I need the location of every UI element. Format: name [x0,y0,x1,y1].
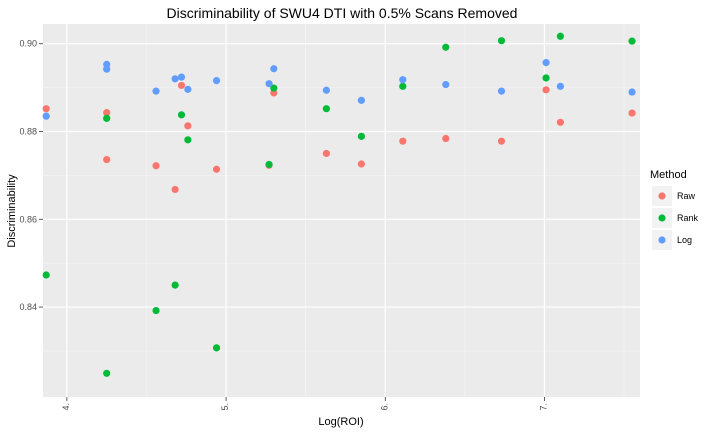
point-raw [357,160,365,168]
point-raw [184,122,192,130]
point-raw [628,109,636,117]
x-axis-title: Log(ROI) [318,416,363,428]
point-raw [152,162,160,170]
legend: Method Raw Rank Log [650,169,699,250]
point-rank [103,369,111,377]
major-grid [43,24,640,397]
point-log [270,65,278,73]
point-rank [322,105,330,113]
point-raw [103,109,111,117]
point-rank [497,37,506,45]
y-tick-label: 0.84 [19,302,37,312]
chart-title: Discriminability of SWU4 DTI with 0.5% S… [167,5,518,21]
point-log [212,77,221,85]
point-raw [497,137,506,145]
point-rank [628,37,636,45]
point-log [103,65,111,73]
data-points [42,32,636,377]
point-rank [399,82,407,90]
x-tick-label: 7. [538,403,548,411]
point-log [265,80,273,88]
x-tick-label: 4. [61,403,71,411]
point-raw [103,155,111,164]
legend-items: Raw Rank Log [652,186,699,250]
point-log [171,75,179,83]
point-rank [357,132,365,140]
point-log [152,87,160,95]
legend-swatch-log [658,236,666,244]
plot-panel [43,24,640,397]
point-raw [212,165,221,173]
point-log [442,80,450,89]
x-tick-label: 6. [379,403,389,411]
point-rank [171,281,179,289]
point-log [497,87,506,95]
point-rank [177,111,186,119]
point-rank [184,136,192,144]
legend-swatch-rank [658,214,666,222]
point-raw [542,86,550,94]
point-rank [103,114,111,122]
point-rank [212,344,221,352]
y-axis-title: Discriminability [6,174,18,248]
minor-grid [43,24,640,397]
point-log [399,76,407,84]
point-log [177,73,186,81]
x-axis-ticks: 4. 5. 6. 7. [61,397,548,411]
point-raw [556,118,565,126]
point-raw [442,134,450,143]
point-log [42,112,50,120]
point-log [357,96,365,104]
point-raw [322,149,330,158]
point-log [628,88,636,96]
point-rank [42,271,50,279]
y-tick-label: 0.90 [19,39,37,49]
point-rank [265,160,273,169]
point-rank [542,74,550,82]
legend-label-log: Log [677,235,692,245]
point-rank [442,43,450,51]
point-rank [270,84,278,92]
legend-label-rank: Rank [677,213,699,223]
legend-swatch-raw [658,192,666,200]
y-tick-label: 0.86 [19,214,37,224]
point-log [542,59,550,67]
legend-label-raw: Raw [677,191,696,201]
legend-title: Method [650,169,687,181]
point-raw [399,137,407,145]
point-rank [556,32,565,40]
x-tick-label: 5. [220,403,230,411]
point-raw [177,81,186,90]
point-log [556,82,565,90]
y-axis-ticks: 0.84 0.86 0.88 0.90 [19,39,43,312]
point-raw [42,105,50,113]
point-rank [152,306,160,315]
point-log [322,86,330,94]
point-log [184,85,192,93]
y-tick-label: 0.88 [19,127,37,137]
point-raw [171,185,179,194]
